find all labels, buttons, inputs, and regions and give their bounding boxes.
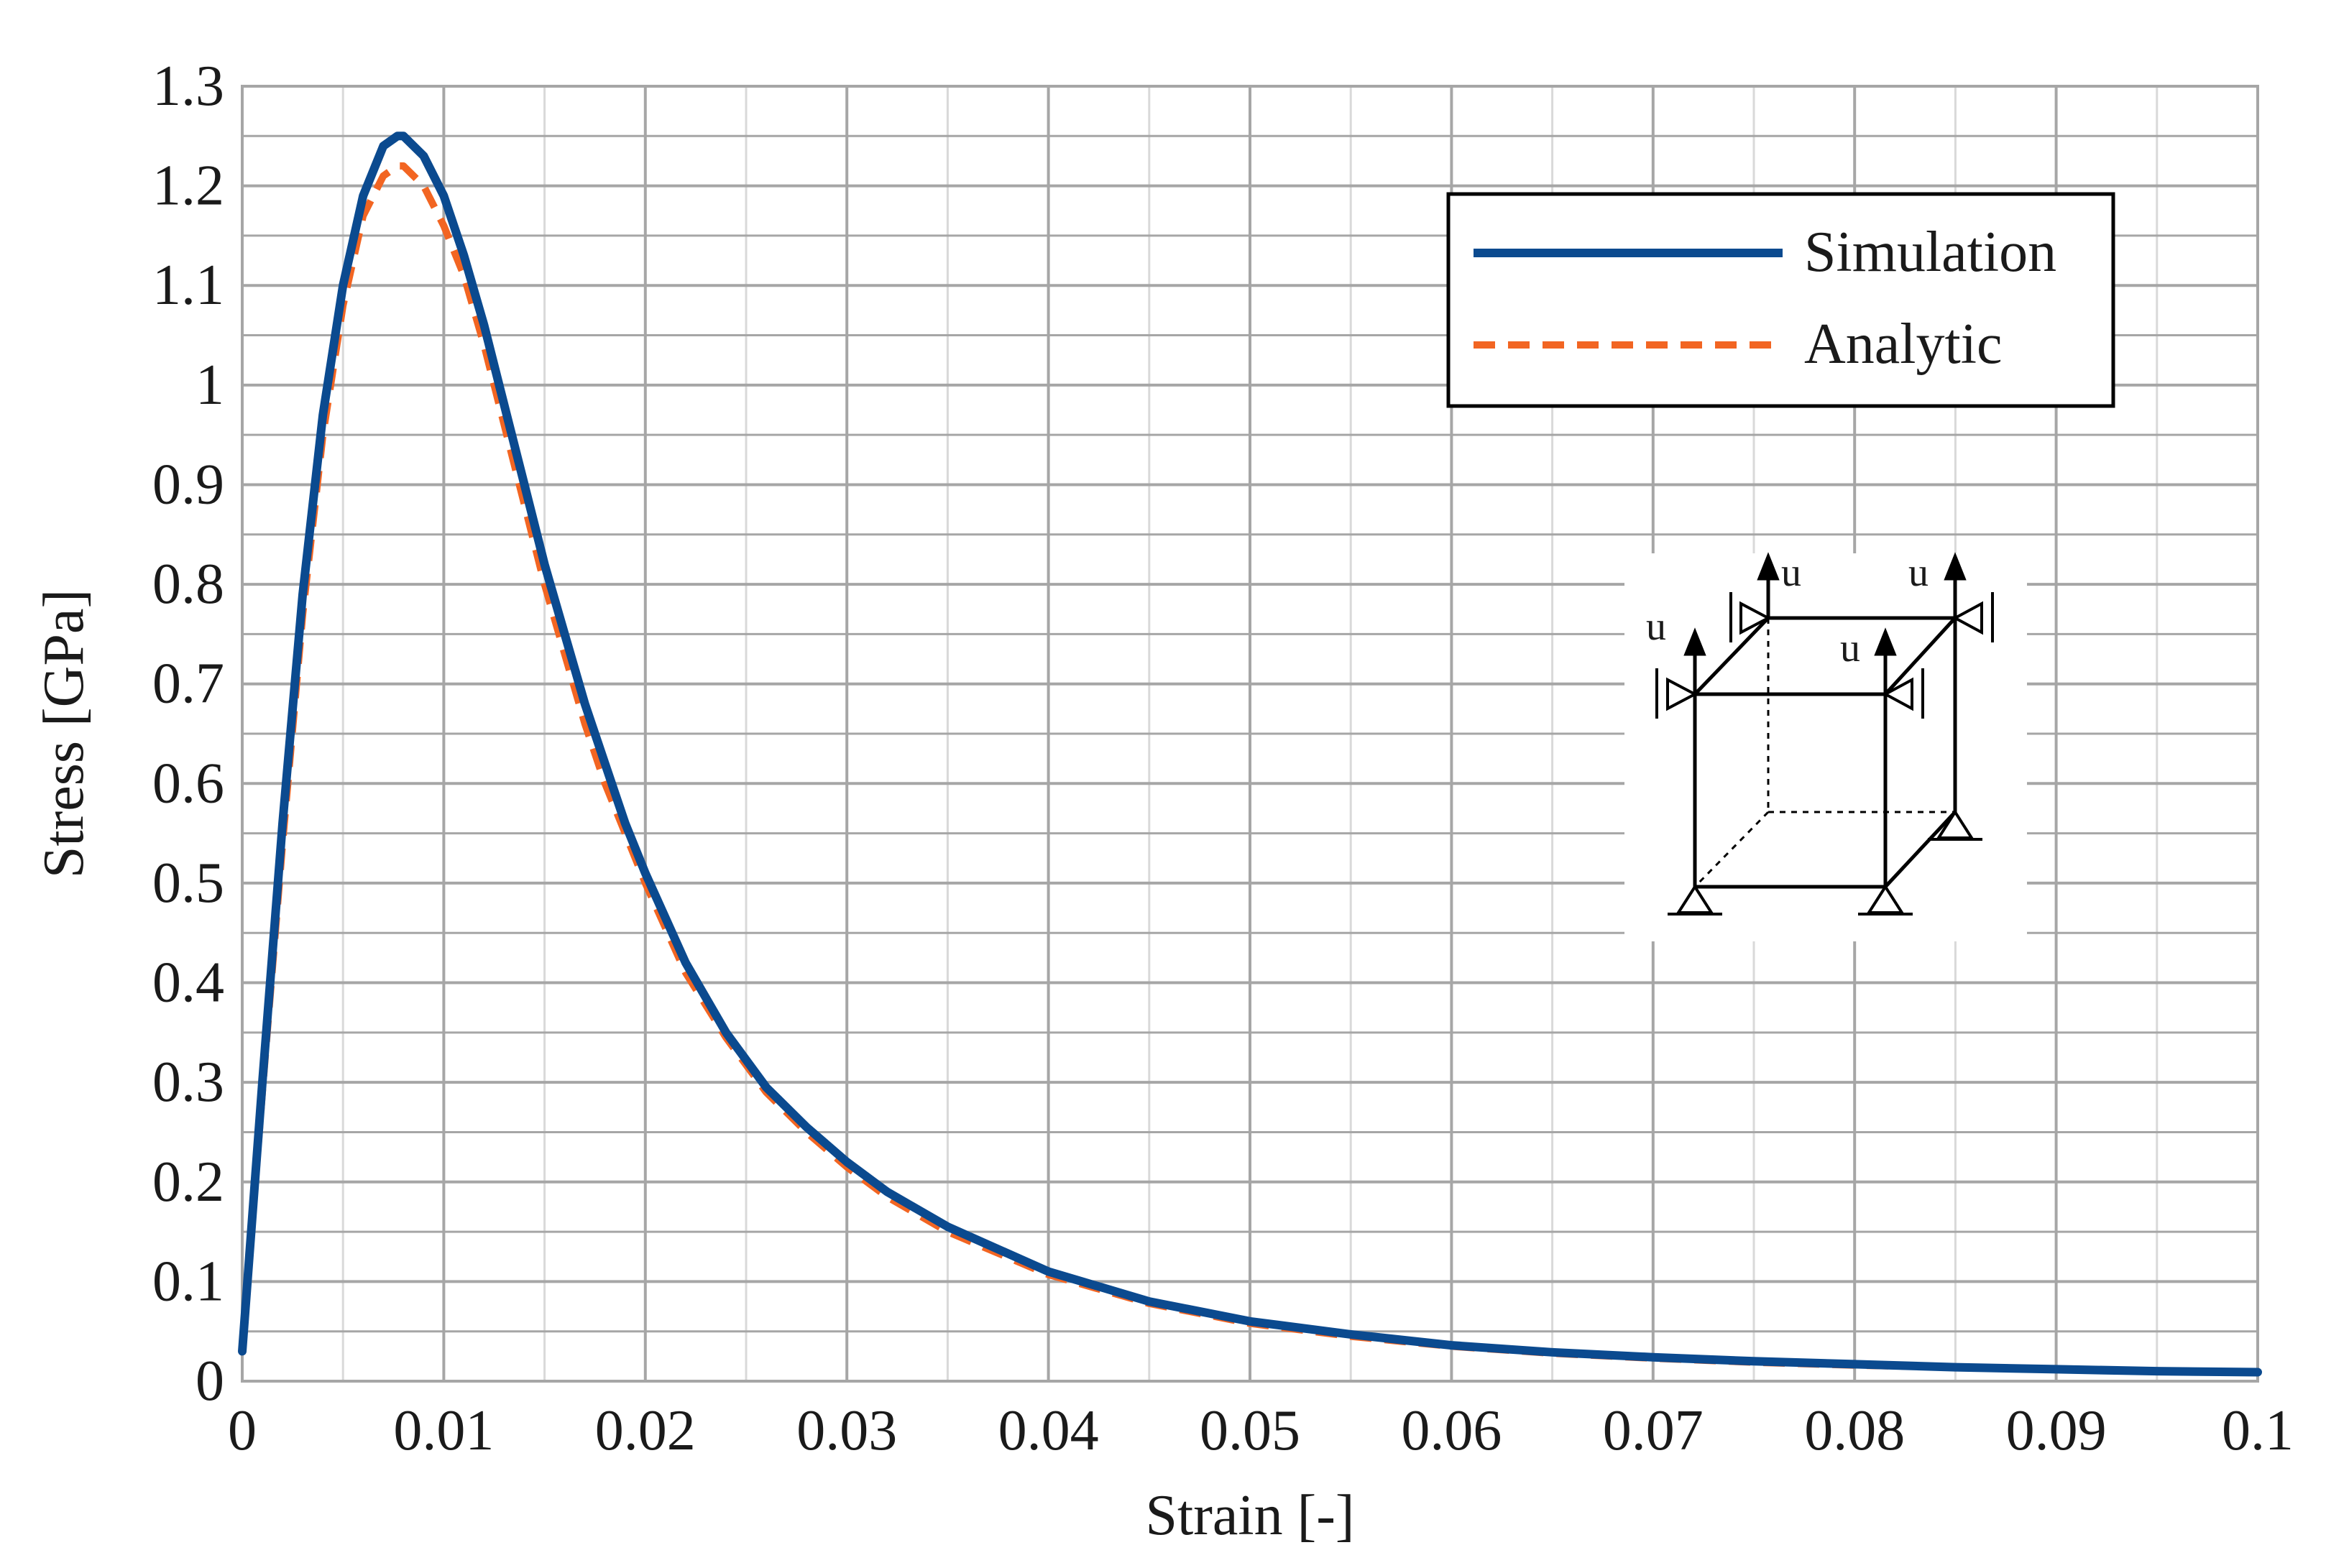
arrow-head-icon <box>1874 627 1897 656</box>
series-layer <box>238 132 2262 1377</box>
displacement-arrows <box>1683 552 1967 694</box>
legend-label-analytic: Analytic <box>1804 313 2002 376</box>
x-tick-label: 0.03 <box>796 1399 897 1462</box>
x-tick-label: 0.08 <box>1804 1399 1905 1462</box>
roller-support-icon <box>1952 601 1983 635</box>
y-tick-label: 0.6 <box>152 752 224 815</box>
boundary-condition-diagram: u u u u <box>1624 550 2027 941</box>
x-tick-label: 0.06 <box>1401 1399 1502 1462</box>
y-tick-label: 1.3 <box>152 55 224 118</box>
y-tick-label: 0.4 <box>152 951 224 1015</box>
y-tick-label: 1 <box>196 354 224 417</box>
cube-edge <box>1884 617 1957 696</box>
x-tick-label: 0.02 <box>595 1399 696 1462</box>
y-axis-tick-labels: 0 0.1 0.2 0.3 0.4 0.5 0.6 0.7 0.8 0.9 1 1.1 1.2 1.3 <box>152 55 224 1413</box>
x-axis-label: Strain [-] <box>1145 1484 1354 1547</box>
roller-support-icon <box>1666 677 1698 711</box>
x-tick-label: 0.05 <box>1200 1399 1300 1462</box>
cube-edge <box>1693 617 1770 696</box>
y-tick-label: 0.7 <box>152 652 224 716</box>
cube-edge <box>1884 811 1957 888</box>
x-tick-label: 0.1 <box>2222 1399 2294 1462</box>
arrow-head-icon <box>1757 552 1780 581</box>
roller-support-icon <box>1739 601 1772 635</box>
displacement-label: u <box>1781 550 1801 595</box>
cube-front-face <box>1693 692 1888 889</box>
roller-supports <box>1655 592 1994 719</box>
cube-edges <box>1693 616 1957 889</box>
displacement-label: u <box>1646 604 1666 649</box>
x-tick-label: 0.07 <box>1603 1399 1704 1462</box>
roller-support-icon <box>1882 677 1913 711</box>
x-axis-tick-labels: 0 0.01 0.02 0.03 0.04 0.05 0.06 0.07 0.08 0.09 0.1 <box>228 1399 2294 1462</box>
y-tick-label: 0.3 <box>152 1051 224 1114</box>
x-tick-label: 0.09 <box>2006 1399 2107 1462</box>
cube-hidden-edges <box>1693 618 1955 888</box>
x-tick-label: 0 <box>228 1399 257 1462</box>
y-tick-label: 0.1 <box>152 1250 224 1313</box>
plot-frame <box>241 85 2259 1383</box>
displacement-label: u <box>1840 626 1860 670</box>
x-tick-label: 0.04 <box>998 1399 1099 1462</box>
y-tick-label: 0.8 <box>152 553 224 616</box>
displacement-label: u <box>1908 550 1929 595</box>
arrow-head-icon <box>1944 552 1967 581</box>
x-tick-label: 0.01 <box>393 1399 494 1462</box>
legend-label-simulation: Simulation <box>1804 221 2056 284</box>
arrow-head-icon <box>1683 627 1706 656</box>
y-tick-label: 0.9 <box>152 453 224 516</box>
y-tick-label: 0.2 <box>152 1150 224 1214</box>
y-tick-label: 1.2 <box>152 155 224 218</box>
pin-supports <box>1668 809 1982 916</box>
y-tick-label: 0.5 <box>152 852 224 915</box>
legend-box <box>1446 192 2115 408</box>
y-tick-label: 0 <box>196 1350 224 1413</box>
legend: Simulation Analytic <box>1446 192 2115 408</box>
y-axis-label: Stress [GPa] <box>32 589 96 878</box>
series-line-simulation <box>238 132 2262 1377</box>
y-tick-label: 1.1 <box>152 254 224 317</box>
